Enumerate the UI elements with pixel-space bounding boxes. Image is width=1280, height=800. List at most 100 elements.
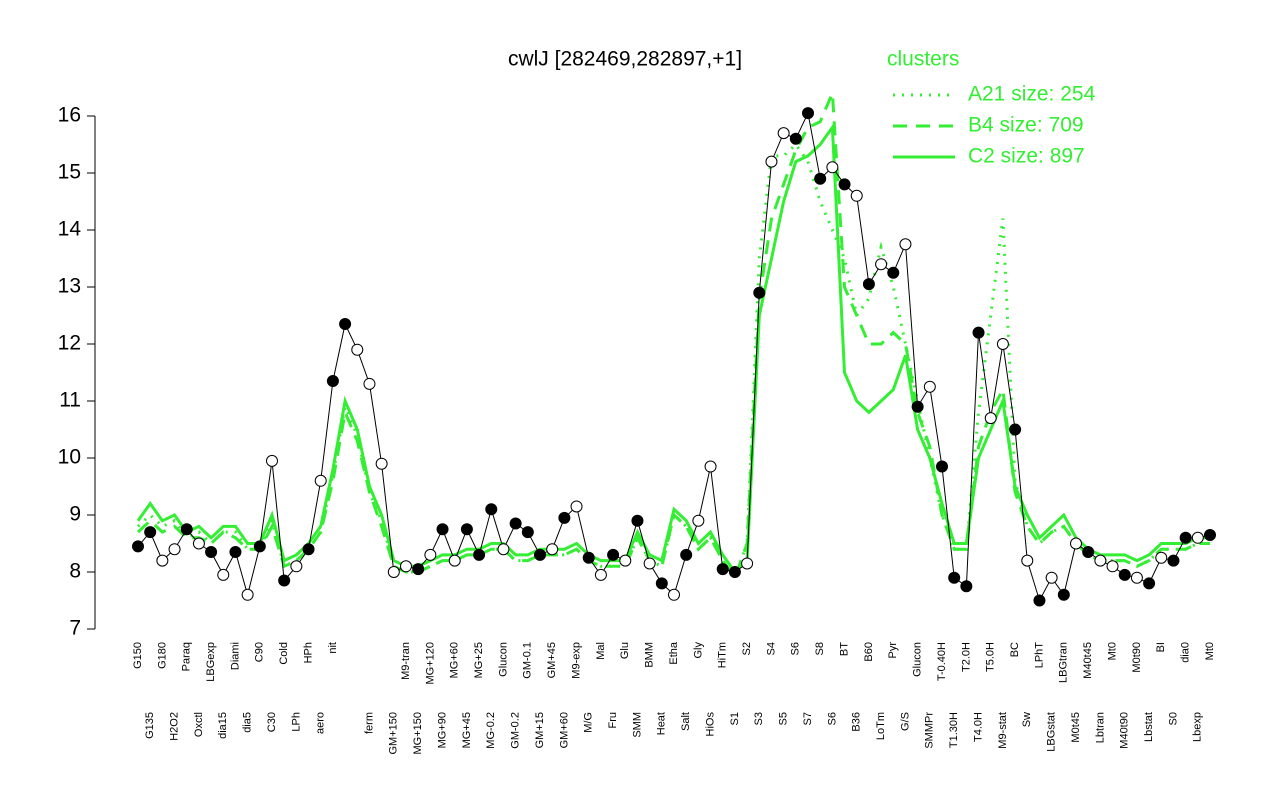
x-tick-label: LBGtran <box>1058 642 1070 683</box>
data-point <box>180 523 193 536</box>
data-point <box>205 546 218 559</box>
x-tick-label: Mt0 <box>1204 642 1216 660</box>
x-tick-label: S1 <box>729 712 741 725</box>
x-tick-label: dia5 <box>242 712 254 733</box>
data-point <box>1143 577 1156 590</box>
data-point <box>1070 537 1082 550</box>
x-tick-label: S6 <box>790 642 802 655</box>
data-point <box>911 400 924 413</box>
x-tick-label: M9-stat <box>997 712 1009 749</box>
x-tick-label: B60 <box>863 642 875 662</box>
x-tick-label: T1.30H <box>948 712 960 748</box>
data-point <box>655 577 668 590</box>
legend-label: C2 size: 897 <box>968 145 1085 168</box>
x-tick-label: T5.0H <box>985 642 997 672</box>
data-point <box>631 514 644 527</box>
x-tick-label: Oxctl <box>193 712 205 737</box>
data-point <box>704 460 717 473</box>
x-tick-label: LPhT <box>1033 642 1045 669</box>
data-point <box>217 568 230 581</box>
x-tick-label: M0t90 <box>1131 642 1143 673</box>
x-tick-label: HPh <box>302 642 314 663</box>
x-tick-label: G180 <box>156 642 168 669</box>
x-tick-label: BI <box>1155 642 1167 652</box>
y-tick-label: 7 <box>69 617 81 640</box>
data-point <box>326 375 339 388</box>
data-point <box>802 107 814 120</box>
data-point <box>728 566 741 578</box>
x-tick-label: SMM <box>631 712 643 738</box>
x-tick-label: M40t90 <box>1119 712 1131 749</box>
x-tick-label: aero <box>315 712 327 734</box>
x-tick-label: Etha <box>668 641 680 665</box>
x-tick-label: M40t45 <box>1082 642 1094 679</box>
data-point <box>680 548 693 561</box>
x-tick-label: ferm <box>363 712 375 734</box>
data-point <box>1021 554 1034 567</box>
data-point <box>132 540 144 553</box>
x-tick-label: C90 <box>254 642 266 662</box>
x-tick-label: Mt0 <box>1106 642 1118 660</box>
x-tick-label: S5 <box>778 712 790 725</box>
data-point <box>339 318 352 331</box>
data-point <box>668 588 680 601</box>
data-point <box>582 551 595 564</box>
data-point <box>1167 554 1180 567</box>
x-tick-label: dia0 <box>1180 642 1192 663</box>
data-point <box>594 568 607 581</box>
data-point <box>412 563 425 576</box>
data-point <box>485 503 498 516</box>
y-tick-label: 10 <box>58 446 81 469</box>
x-tick-label: H2O2 <box>168 712 180 741</box>
y-tick-label: 8 <box>69 560 81 583</box>
data-point <box>1094 554 1107 567</box>
x-tick-label: LoTm <box>875 712 887 740</box>
data-point <box>387 566 400 578</box>
legend-label: B4 size: 709 <box>968 114 1084 137</box>
data-point <box>972 326 985 339</box>
data-point <box>887 266 900 279</box>
x-tick-label: Diami <box>229 642 241 670</box>
x-tick-label: Pyr <box>887 642 899 659</box>
x-tick-label: S8 <box>814 642 826 655</box>
data-point <box>1179 531 1192 544</box>
data-point <box>460 523 473 536</box>
data-point <box>497 543 510 556</box>
x-tick-label: S0 <box>1167 712 1179 725</box>
data-point <box>789 132 802 145</box>
data-point <box>156 554 169 567</box>
x-tick-label: MG+120 <box>424 642 436 685</box>
data-point <box>1191 531 1204 544</box>
x-tick-label: MG-0.2 <box>485 712 497 749</box>
data-point <box>923 380 936 393</box>
x-tick-label: MG+90 <box>436 712 448 748</box>
x-tick-label: GM+150 <box>388 712 400 755</box>
data-point <box>1082 546 1095 559</box>
x-tick-label: Mal <box>595 642 607 660</box>
x-tick-label: T-0.40H <box>936 642 948 681</box>
data-point <box>266 454 278 467</box>
data-point <box>302 543 315 556</box>
data-point <box>814 172 827 185</box>
data-point <box>996 338 1009 350</box>
data-point <box>351 343 364 356</box>
x-tick-label: Gly <box>692 642 704 659</box>
legend-title: clusters <box>887 48 959 71</box>
x-tick-label: GM+60 <box>558 712 570 748</box>
data-point <box>960 580 973 593</box>
x-tick-label: S7 <box>802 712 814 725</box>
data-point <box>899 238 912 251</box>
data-point <box>607 548 620 561</box>
x-tick-label: BMM <box>644 642 656 668</box>
data-point <box>509 517 522 530</box>
x-tick-label: GM-0.1 <box>522 642 534 679</box>
x-tick-label: SMMPr <box>924 712 936 749</box>
data-point <box>290 560 303 573</box>
x-tick-label: Paraq <box>181 642 193 671</box>
data-point <box>716 563 729 576</box>
data-point <box>400 560 412 573</box>
data-point <box>619 554 632 567</box>
data-point <box>253 540 266 553</box>
data-point <box>144 526 157 539</box>
x-tick-label: LBGstat <box>1046 712 1058 752</box>
